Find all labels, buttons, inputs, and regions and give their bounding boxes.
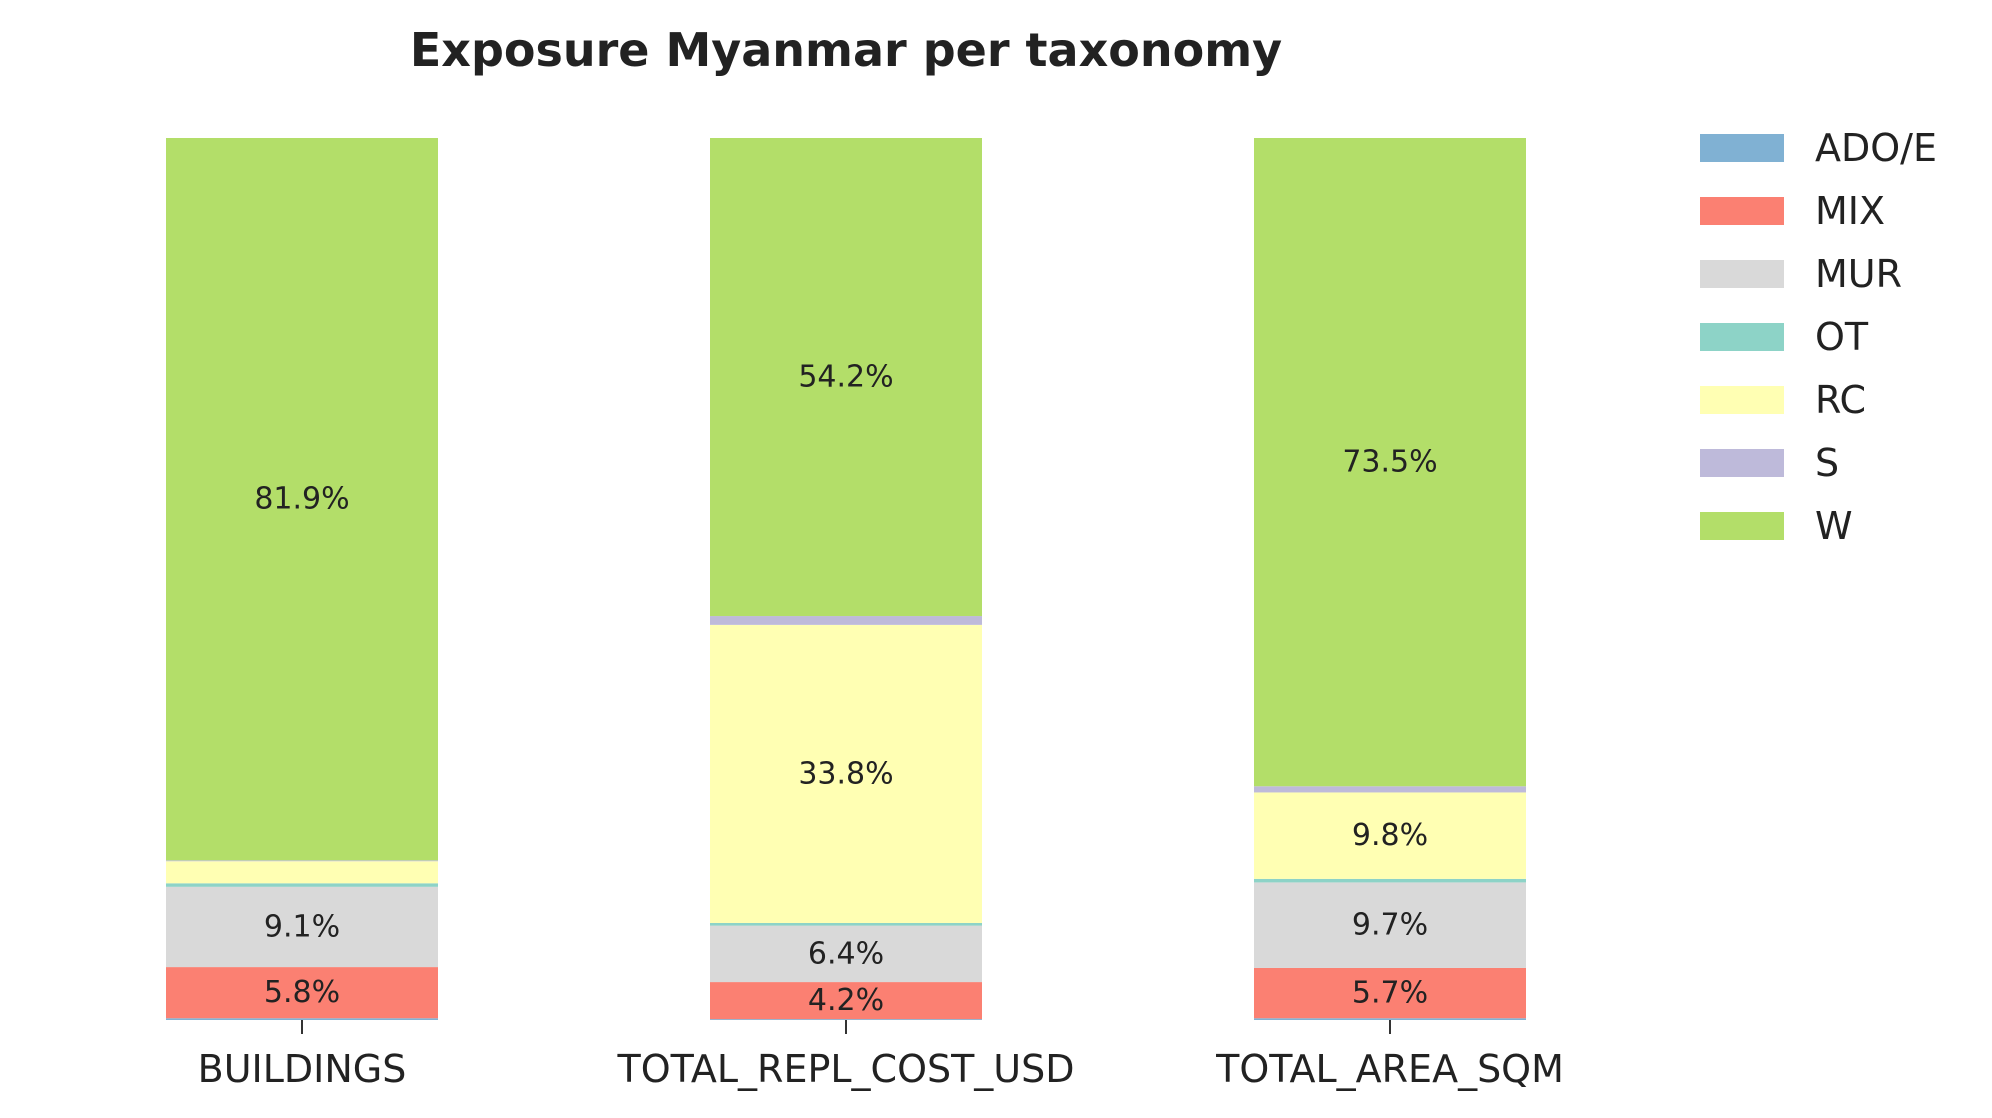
data-label-total-repl-cost-usd-mur: 6.4% [808,936,884,971]
bar-segment-buildings-s [166,860,438,862]
data-label-total-area-sqm-rc: 9.8% [1352,818,1428,853]
bar-segment-total-area-sqm-mur [1254,882,1526,968]
bar-segment-total-area-sqm-s [1254,786,1526,793]
bar-segment-total-area-sqm-ado-e [1254,1018,1526,1020]
legend-swatch-ot [1700,323,1784,351]
bar-segment-total-repl-cost-usd-s [710,616,982,625]
legend-swatch-mix [1700,197,1784,225]
bar-segment-total-repl-cost-usd-mix [710,982,982,1020]
bar-segment-total-repl-cost-usd-ado-e [710,1019,982,1020]
bar-segment-total-repl-cost-usd-w [710,138,982,617]
legend-label-ot: OT [1815,315,1869,359]
bar-segment-buildings-w [166,138,438,861]
data-label-total-repl-cost-usd-rc: 33.8% [798,756,893,791]
legend-label-rc: RC [1815,378,1866,422]
data-labels-layer: 5.8% 9.1% 81.9% 4.2% 6.4% 33.8% 54.2% 5.7% 9.7% 9… [254,360,1437,1019]
data-label-total-repl-cost-usd-w: 54.2% [798,360,893,395]
legend-swatch-w [1700,512,1784,540]
data-label-buildings-w: 81.9% [254,482,349,517]
legend-swatch-mur [1700,260,1784,288]
bar-segment-buildings-ado-e [166,1018,438,1020]
bars-layer [166,138,1526,1020]
legend-label-ado-e: ADO/E [1815,126,1937,170]
x-tick-label-buildings: BUILDINGS [198,1047,407,1091]
bar-segment-buildings-rc [166,861,438,884]
chart-title: Exposure Myanmar per taxonomy [410,23,1282,77]
bar-segment-total-repl-cost-usd-rc [710,624,982,923]
legend-swatch-ado-e [1700,134,1784,162]
bar-segment-total-area-sqm-w [1254,138,1526,787]
legend-label-w: W [1815,504,1853,548]
data-label-total-area-sqm-mur: 9.7% [1352,908,1428,943]
bar-segment-total-area-sqm-rc [1254,792,1526,879]
data-label-total-repl-cost-usd-mix: 4.2% [808,983,884,1018]
bar-segment-buildings-mix [166,967,438,1019]
data-label-buildings-mix: 5.8% [264,975,340,1010]
data-label-total-area-sqm-w: 73.5% [1342,445,1437,480]
x-axis: BUILDINGS TOTAL_REPL_COST_USD TOTAL_AREA_S… [198,1020,1564,1091]
legend-swatch-rc [1700,386,1784,414]
bar-segment-total-repl-cost-usd-ot [710,922,982,926]
data-label-total-area-sqm-mix: 5.7% [1352,976,1428,1011]
legend: ADO/E MIX MUR OT RC SW [1700,126,1937,548]
bar-segment-buildings-ot [166,883,438,887]
bar-segment-total-repl-cost-usd-mur [710,925,982,983]
bar-segment-total-area-sqm-mix [1254,967,1526,1019]
legend-label-mix: MIX [1815,189,1885,233]
x-tick-label-total-repl-cost-usd: TOTAL_REPL_COST_USD [616,1047,1074,1091]
legend-swatch-s [1700,449,1784,477]
bar-segment-buildings-mur [166,886,438,968]
bar-segment-total-area-sqm-ot [1254,878,1526,883]
legend-label-mur: MUR [1815,252,1902,296]
data-label-buildings-mur: 9.1% [264,909,340,944]
legend-label-s: S [1815,441,1839,485]
x-tick-label-total-area-sqm: TOTAL_AREA_SQM [1215,1047,1564,1091]
